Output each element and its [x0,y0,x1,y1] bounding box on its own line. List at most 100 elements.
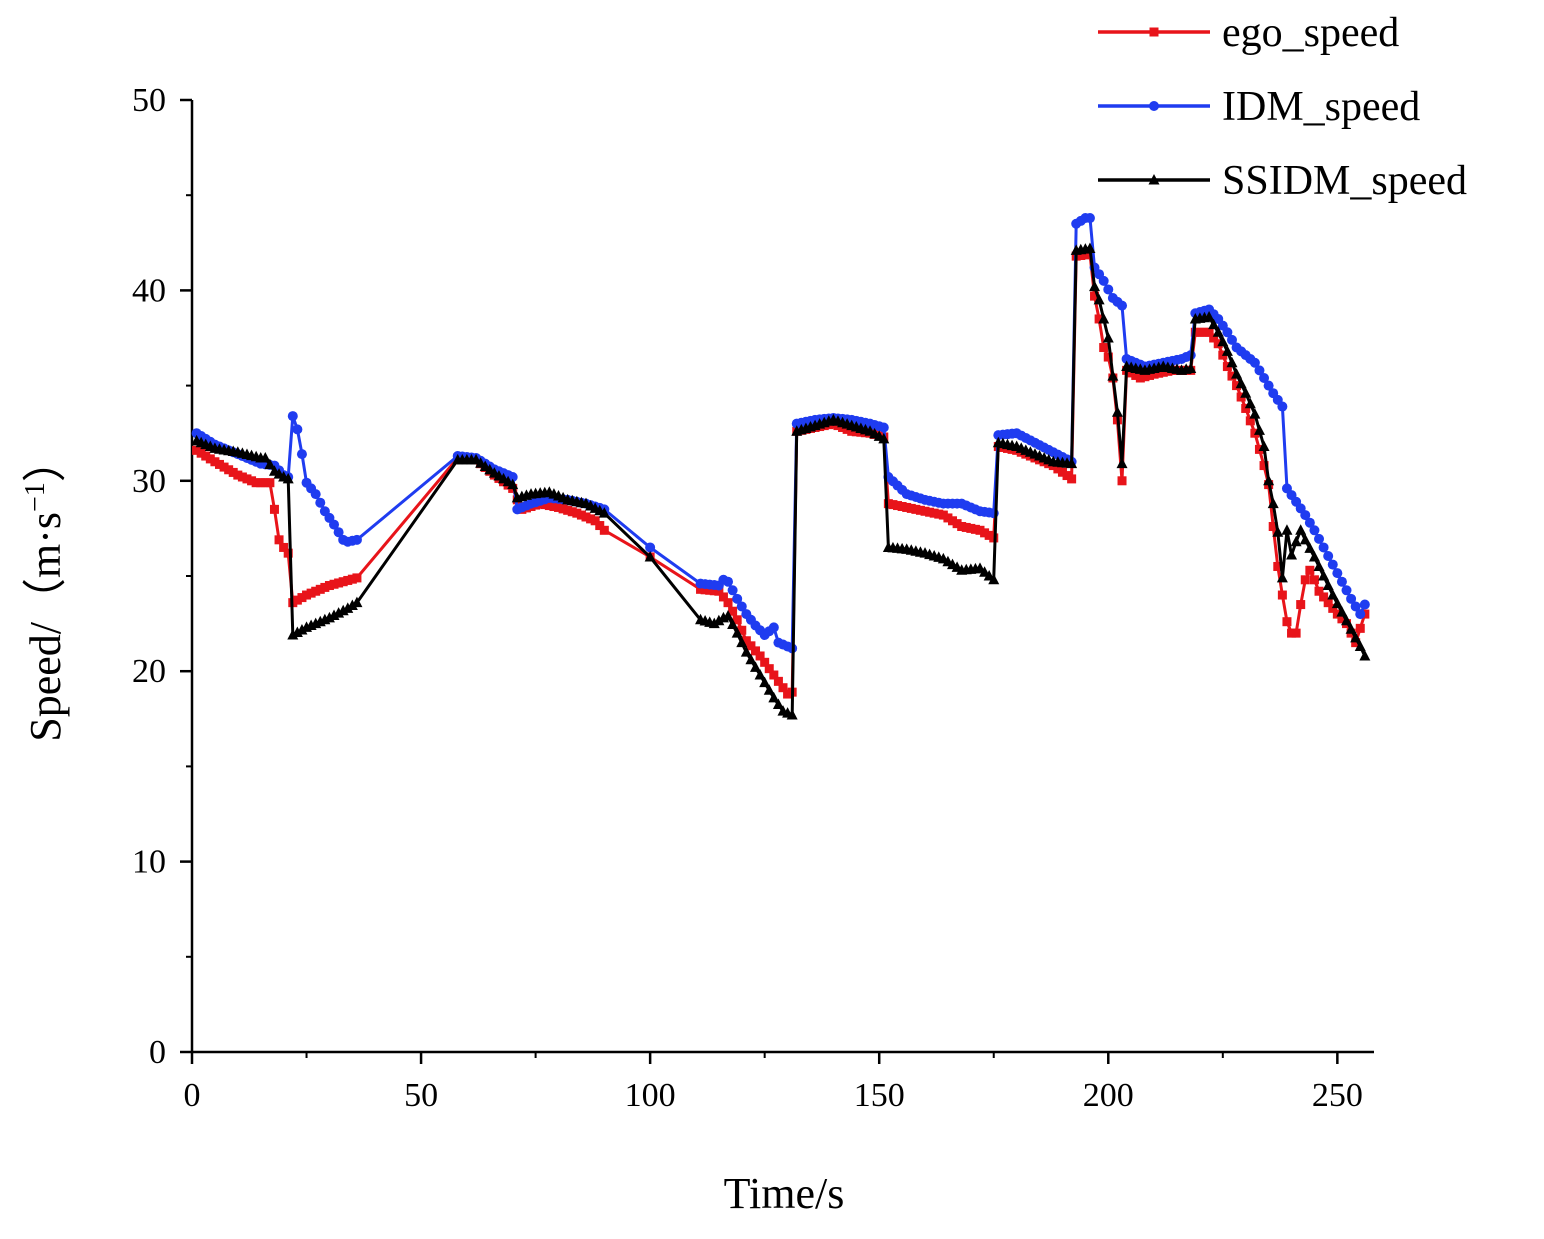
ego_speed-point [893,501,903,511]
SSIDM_speed-point [736,636,748,648]
ego_speed-point [1057,467,1067,477]
ego_speed-point [192,445,202,455]
SSIDM_speed-point [722,609,734,621]
SSIDM_speed-point [1331,597,1343,609]
ego_speed-point [233,470,243,480]
ego_speed-point [201,451,211,461]
y-tick-label: 20 [132,653,166,690]
ego_speed-point [1099,343,1109,353]
IDM_speed-point [1222,327,1233,338]
ego_speed-point [1149,369,1159,379]
SSIDM_speed-point [1295,524,1307,535]
x-tick-label: 0 [184,1077,201,1114]
SSIDM_speed-point [1066,457,1078,469]
SSIDM_speed-point [1111,406,1123,417]
ego_speed-point [1282,617,1292,627]
ego_speed-point [1323,598,1333,608]
ego_speed-point [906,503,916,513]
IDM_speed-point [310,489,321,500]
SSIDM_speed-point [713,614,725,626]
SSIDM_speed-point [282,472,294,484]
ego_speed-point [554,502,564,512]
SSIDM_speed-point [1185,362,1197,373]
ego_speed-point [563,505,573,515]
ego_speed-point [1337,614,1347,624]
ego_speed-point [1232,381,1242,391]
ego_speed-point [558,504,568,514]
ego_speed-point [1145,370,1155,380]
ego_speed-point [196,448,206,458]
IDM_speed-point [1226,334,1237,345]
ego_speed-point [540,500,550,510]
x-tick-label: 50 [404,1077,438,1114]
IDM_speed-point [1336,576,1347,587]
ego_speed-point [1277,590,1287,600]
IDM_speed-point [1304,517,1315,528]
SSIDM_speed-point [878,432,890,444]
ego_speed-point [938,510,948,520]
ego_speed-point [1268,521,1278,531]
ego_speed-point [696,584,706,594]
ego_speed-point [1227,371,1237,381]
ego_speed-point [1080,250,1090,260]
ego_speed-point [1094,314,1104,324]
ego_speed-point [214,459,224,469]
ego_speed-point [302,590,312,600]
ego_speed-point [984,530,994,540]
ego_speed-point [334,578,344,588]
SSIDM_speed-point [1267,497,1279,509]
SSIDM_speed-point [1281,524,1293,535]
SSIDM_speed-point [1235,377,1247,389]
SSIDM_speed-point [745,653,757,665]
IDM_speed-point [351,534,362,545]
ego_speed-point [773,676,783,686]
IDM_speed-point [1355,609,1366,620]
ego_speed-point [572,508,582,518]
legend-marker [1149,101,1159,111]
y-tick-label: 30 [132,463,166,500]
ego_speed-point [1328,603,1338,613]
legend-item-IDM_speed: IDM_speed [1098,84,1420,130]
ego_speed-point [1241,403,1251,413]
ego_speed-point [755,651,765,661]
IDM_speed-point [1346,593,1357,604]
SSIDM_speed-point [351,596,363,608]
SSIDM_speed-point [1102,332,1114,343]
ego_speed-point [718,592,728,602]
SSIDM_speed-point [1350,631,1362,643]
ego_speed-point [247,476,257,486]
legend-label: SSIDM_speed [1222,158,1467,204]
SSIDM_speed-point [598,507,610,518]
SSIDM_speed-point [644,550,656,562]
ego_speed-point [911,504,921,514]
SSIDM_speed-point [1203,311,1215,322]
ego_speed-point [883,499,893,509]
SSIDM_speed-point [750,661,762,672]
ego_speed-point [1053,464,1063,474]
ego_speed-point [975,525,985,535]
SSIDM_speed-point [772,698,784,710]
IDM_speed-point [1098,275,1109,286]
ego_speed-point [576,510,586,520]
IDM_speed-point [287,411,298,422]
ego_speed-point [586,514,596,524]
ego_speed-point [888,500,898,510]
ego_speed-point [952,519,962,529]
IDM_speed-point [1309,525,1320,536]
ego_speed-point [732,615,742,625]
ego_speed-point [709,586,719,596]
ego_speed-point [1273,561,1283,571]
ego_speed-point [1062,471,1072,481]
ego_speed-point [1131,370,1141,380]
SSIDM_speed-point [1345,623,1357,634]
SSIDM_speed-point [1244,397,1256,409]
ego_speed-point [915,505,925,515]
ego_speed-point [1117,476,1127,486]
IDM_speed-point [1359,599,1370,610]
ego_speed-point [599,525,609,535]
IDM_speed-point [723,576,734,587]
SSIDM_speed-point [1308,550,1320,562]
y-tick-label: 50 [132,82,166,119]
IDM_speed-point [1084,213,1095,224]
ego_speed-point [311,586,321,596]
